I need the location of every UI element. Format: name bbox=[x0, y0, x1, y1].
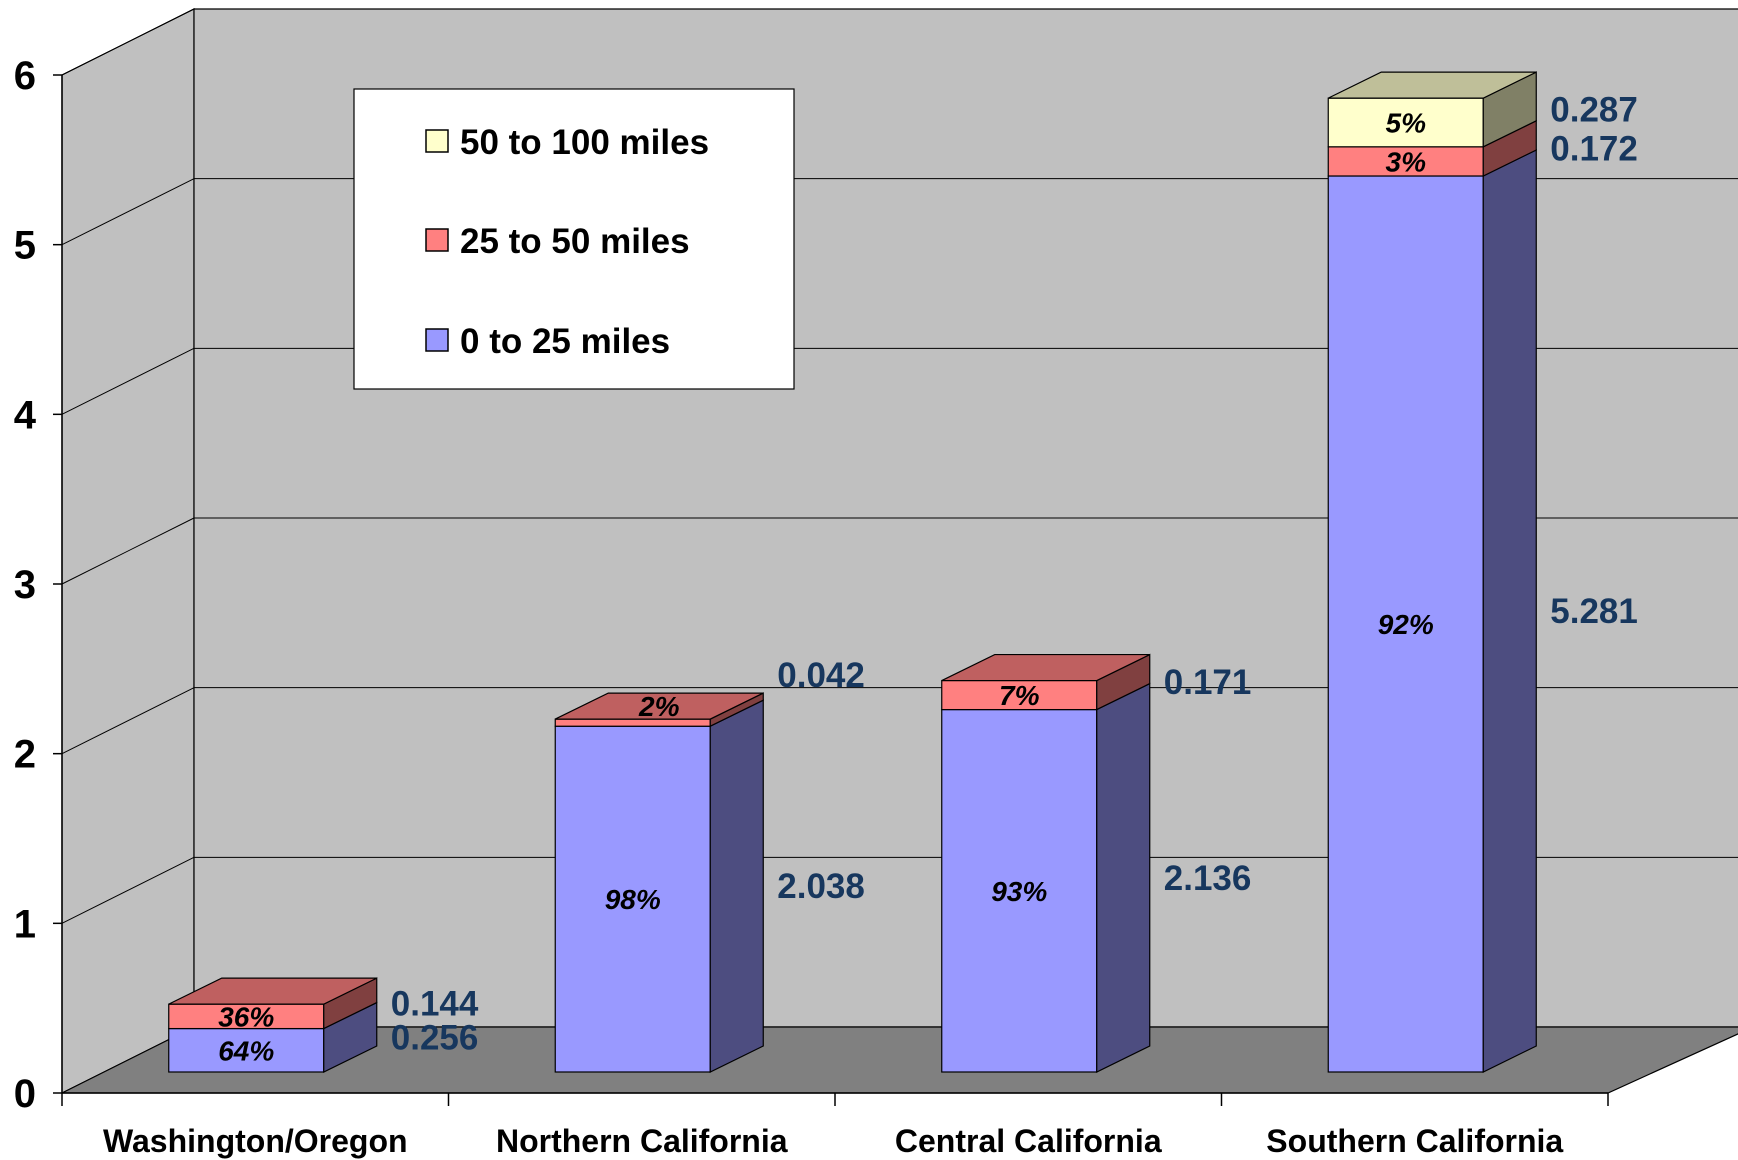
bar-front-0-to-25-miles bbox=[168, 1027, 325, 1073]
bar-front-25-to-50-miles bbox=[554, 718, 711, 727]
legend-label-0-25: 0 to 25 miles bbox=[460, 322, 670, 361]
bar-top-25-to-50-miles bbox=[941, 653, 1151, 682]
value-label: 0.256 bbox=[391, 1018, 479, 1057]
percent-label: 36% bbox=[218, 1001, 274, 1032]
legend-swatch-50-100 bbox=[425, 129, 449, 153]
bar-front-0-to-25-miles bbox=[941, 708, 1098, 1073]
gridline-side bbox=[61, 687, 195, 755]
value-label: 0.171 bbox=[1164, 663, 1252, 702]
axes: 0 1 2 3 4 5 6 Washington/Oregon Northern Califor… bbox=[14, 54, 1609, 1159]
bar-front-0-to-25-miles bbox=[554, 725, 711, 1073]
value-label: 0.042 bbox=[777, 656, 865, 695]
value-label: 2.136 bbox=[1164, 859, 1252, 898]
x-category-label: Central California bbox=[895, 1123, 1162, 1159]
bar-stack-northern-california: 98% 2% bbox=[554, 691, 764, 1073]
value-label: 5.281 bbox=[1550, 592, 1638, 631]
legend-swatch-0-25 bbox=[425, 328, 449, 352]
bar-front-25-to-50-miles bbox=[941, 679, 1098, 711]
legend-swatch-25-50 bbox=[425, 228, 449, 252]
gridline-side bbox=[61, 517, 195, 585]
bar-front-50-to-100-miles bbox=[1327, 97, 1484, 148]
y-tick-label: 4 bbox=[14, 393, 37, 437]
x-category-label: Washington/Oregon bbox=[103, 1123, 408, 1159]
y-tick-label: 1 bbox=[14, 902, 36, 946]
legend: 50 to 100 miles 25 to 50 miles 0 to 25 m… bbox=[353, 88, 795, 390]
gridline-side bbox=[61, 347, 195, 415]
percent-label: 98% bbox=[605, 884, 661, 915]
bar-top-25-to-50-miles bbox=[554, 692, 764, 720]
percent-label: 3% bbox=[1386, 146, 1427, 177]
y-tick-label: 5 bbox=[14, 224, 36, 268]
y-tick-label: 2 bbox=[14, 733, 36, 777]
bar-side-0-to-25-miles bbox=[1482, 149, 1537, 1073]
legend-label-50-100: 50 to 100 miles bbox=[460, 123, 709, 162]
percent-label: 5% bbox=[1386, 107, 1427, 138]
bar-side-0-to-25-miles bbox=[1096, 682, 1151, 1073]
value-label: 0.287 bbox=[1550, 90, 1638, 129]
legend-label-25-50: 25 to 50 miles bbox=[460, 222, 690, 261]
value-label: 2.038 bbox=[777, 867, 865, 906]
bars: 64%36% 98% 2% 93% 7% 92% 3% 5% bbox=[168, 71, 1537, 1073]
percent-label: 92% bbox=[1378, 609, 1434, 640]
bar-stack-southern-california: 92% 3% 5% bbox=[1327, 71, 1537, 1073]
bar-stack-central-california: 93% 7% bbox=[941, 653, 1151, 1073]
bar-side-0-to-25-miles bbox=[709, 699, 764, 1073]
gridline-side bbox=[61, 856, 195, 924]
value-label: 0.172 bbox=[1550, 129, 1638, 168]
percent-label: 2% bbox=[638, 691, 680, 722]
gridline-side bbox=[61, 178, 195, 246]
gridline-side bbox=[61, 8, 195, 76]
x-category-label: Southern California bbox=[1266, 1123, 1563, 1159]
bar-front-25-to-50-miles bbox=[1327, 146, 1484, 177]
bar-top-50-to-100-miles bbox=[1327, 71, 1537, 99]
y-tick-label: 6 bbox=[14, 54, 36, 98]
bar-stack-washington-oregon: 64%36% bbox=[168, 977, 378, 1073]
percent-label: 93% bbox=[991, 876, 1047, 907]
bar-top-25-to-50-miles bbox=[168, 977, 378, 1005]
y-tick-label: 0 bbox=[14, 1072, 36, 1116]
value-label: 0.144 bbox=[391, 984, 479, 1023]
y-tick-label: 3 bbox=[14, 563, 36, 607]
percent-label: 7% bbox=[999, 680, 1040, 711]
percent-label: 64% bbox=[218, 1035, 274, 1066]
x-category-label: Northern California bbox=[496, 1123, 788, 1159]
